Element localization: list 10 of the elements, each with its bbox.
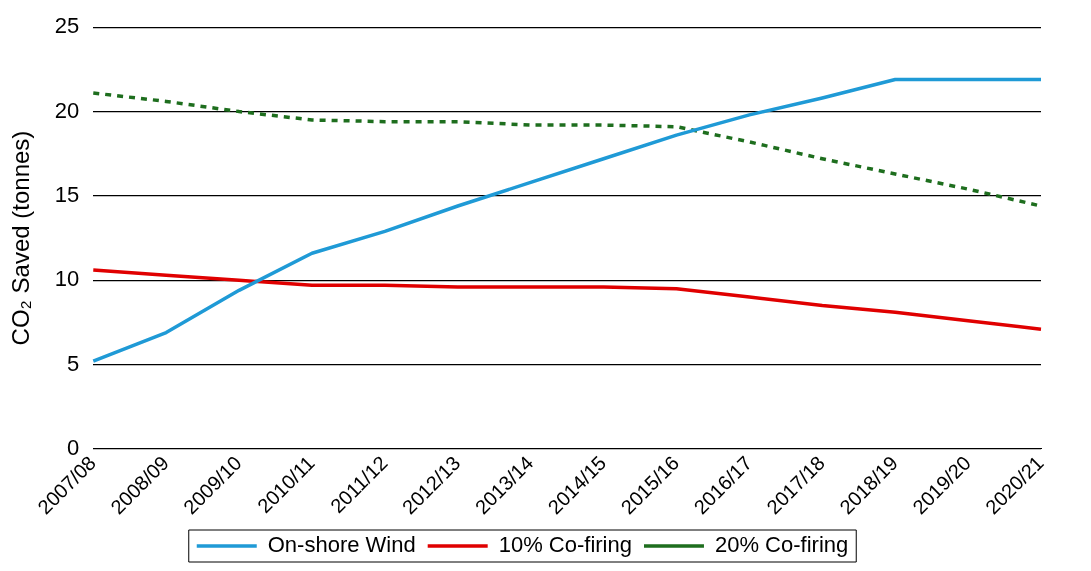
y-tick-label: 0 bbox=[67, 434, 80, 460]
legend-label: On-shore Wind bbox=[267, 532, 416, 558]
legend-label: 10% Co-firing bbox=[498, 532, 632, 558]
y-axis-title: CO₂ Saved (tonnes) bbox=[7, 130, 35, 346]
y-tick-label: 20 bbox=[54, 97, 80, 123]
y-tick-label: 5 bbox=[67, 350, 80, 376]
y-tick-label: 15 bbox=[54, 181, 80, 207]
legend-label: 20% Co-firing bbox=[714, 532, 849, 558]
y-tick-label: 25 bbox=[54, 13, 80, 39]
y-tick-label: 10 bbox=[54, 266, 80, 292]
